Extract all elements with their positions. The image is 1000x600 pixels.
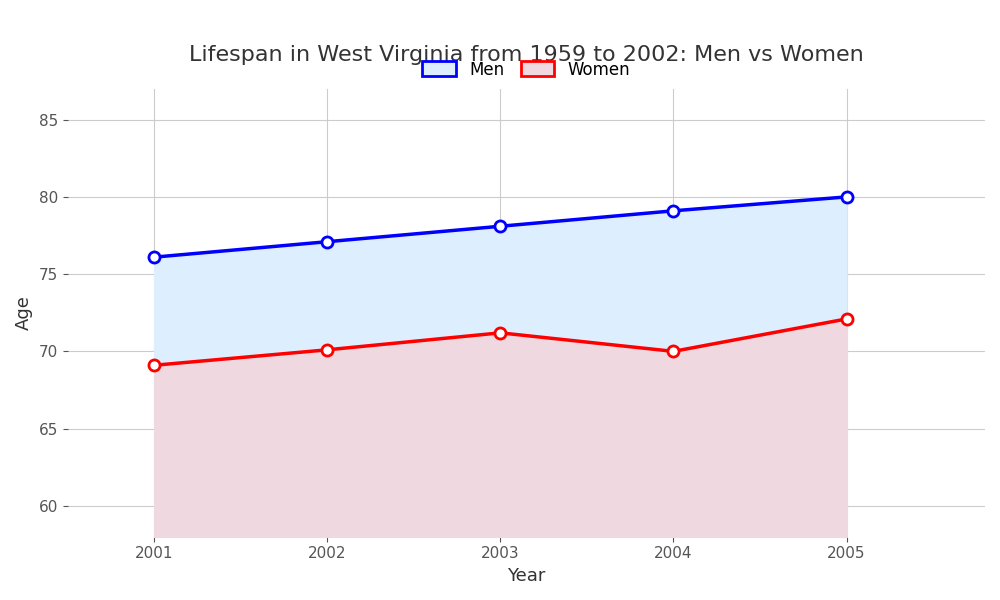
Title: Lifespan in West Virginia from 1959 to 2002: Men vs Women: Lifespan in West Virginia from 1959 to 2… <box>189 45 864 65</box>
Y-axis label: Age: Age <box>15 295 33 330</box>
X-axis label: Year: Year <box>507 567 546 585</box>
Legend: Men, Women: Men, Women <box>414 52 639 87</box>
